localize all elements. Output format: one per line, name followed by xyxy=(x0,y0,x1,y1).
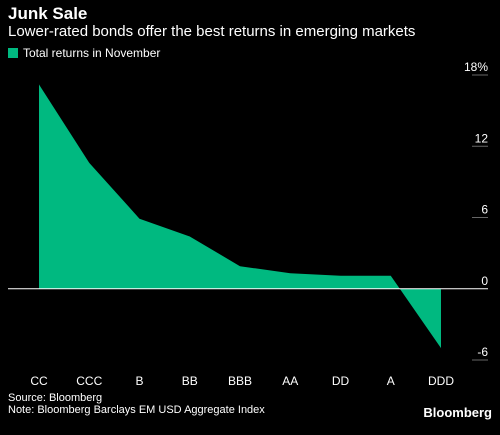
x-tick-label: A xyxy=(387,374,395,388)
legend-label: Total returns in November xyxy=(23,46,161,60)
x-tick-label: B xyxy=(135,374,143,388)
source-note: Source: Bloomberg xyxy=(8,392,103,404)
legend: Total returns in November xyxy=(8,46,160,60)
y-tick-label: 0 xyxy=(481,274,488,288)
x-tick-label: BBB xyxy=(228,374,252,388)
y-tick-label: 6 xyxy=(481,203,488,217)
x-tick-label: CCC xyxy=(76,374,102,388)
x-tick-label: DDD xyxy=(428,374,454,388)
x-tick-label: BB xyxy=(182,374,198,388)
index-note: Note: Bloomberg Barclays EM USD Aggregat… xyxy=(8,404,265,416)
y-tick-label: 18% xyxy=(464,60,488,74)
series-area xyxy=(38,84,442,349)
gridlines xyxy=(472,74,488,361)
legend-swatch xyxy=(8,48,18,58)
y-tick-label: 12 xyxy=(475,131,489,145)
returns-area xyxy=(39,84,441,349)
chart-footer: Source: Bloomberg Note: Bloomberg Barcla… xyxy=(8,392,265,416)
y-tick-label: -6 xyxy=(477,345,488,359)
x-tick-label: DD xyxy=(332,374,350,388)
chart-title: Junk Sale xyxy=(8,4,88,23)
chart-subtitle: Lower-rated bonds offer the best returns… xyxy=(8,23,416,40)
x-tick-label: CC xyxy=(30,374,48,388)
x-tick-labels: CC CCC B BB BBB AA DD A DDD xyxy=(30,374,454,388)
bloomberg-logo: Bloomberg xyxy=(423,405,492,420)
x-tick-label: AA xyxy=(282,374,298,388)
y-tick-labels: 18% 12 6 0 -6 xyxy=(464,60,488,359)
